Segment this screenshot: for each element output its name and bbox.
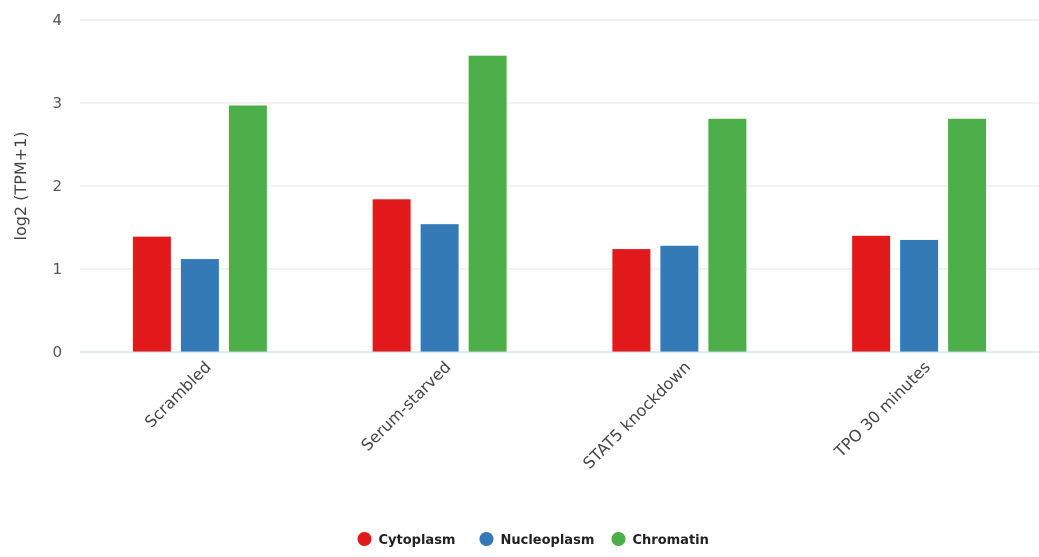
legend-label: Nucleoplasm (501, 533, 595, 548)
bar-cytoplasm-1[interactable] (372, 199, 411, 352)
legend-swatch (479, 532, 494, 546)
y-tick-label: 3 (52, 94, 62, 112)
bar-nucleoplasm-2[interactable] (660, 245, 699, 352)
x-category-label: Serum-starved (357, 357, 454, 454)
legend-swatch (611, 532, 626, 546)
y-axis-title: log2 (TPM+1) (11, 132, 30, 241)
legend-label: Cytoplasm (379, 533, 456, 548)
legend-swatch (357, 532, 372, 546)
x-category-label: Scrambled (141, 357, 215, 431)
bar-chromatin-0[interactable] (228, 105, 267, 353)
legend-item-nucleoplasm[interactable]: Nucleoplasm (479, 532, 595, 548)
x-axis-category-labels: Scrambled Serum-starved STAT5 knockdown TPO… (141, 357, 934, 472)
x-category-label: STAT5 knockdown (579, 357, 694, 472)
bar-cytoplasm-3[interactable] (852, 235, 891, 352)
bar-chromatin-3[interactable] (948, 118, 987, 353)
bar-nucleoplasm-3[interactable] (900, 239, 939, 352)
bar-nucleoplasm-0[interactable] (180, 259, 219, 352)
y-tick-label: 1 (52, 260, 62, 278)
y-axis-ticks: 0 1 2 3 4 (52, 11, 62, 361)
bar-chromatin-1[interactable] (468, 55, 507, 352)
bar-cytoplasm-0[interactable] (132, 236, 171, 352)
legend: Cytoplasm Nucleoplasm Chromatin (357, 532, 709, 548)
bar-cytoplasm-2[interactable] (612, 249, 651, 352)
y-tick-label: 2 (52, 177, 62, 195)
bar-chromatin-2[interactable] (708, 118, 747, 353)
x-category-label: TPO 30 minutes (830, 357, 934, 461)
y-tick-label: 4 (52, 11, 62, 29)
legend-item-cytoplasm[interactable]: Cytoplasm (357, 532, 456, 548)
bars (132, 55, 987, 353)
legend-label: Chromatin (633, 533, 709, 548)
y-tick-label: 0 (52, 343, 62, 361)
legend-item-chromatin[interactable]: Chromatin (611, 532, 709, 548)
bar-nucleoplasm-1[interactable] (420, 224, 459, 352)
gridlines (80, 19, 1039, 270)
